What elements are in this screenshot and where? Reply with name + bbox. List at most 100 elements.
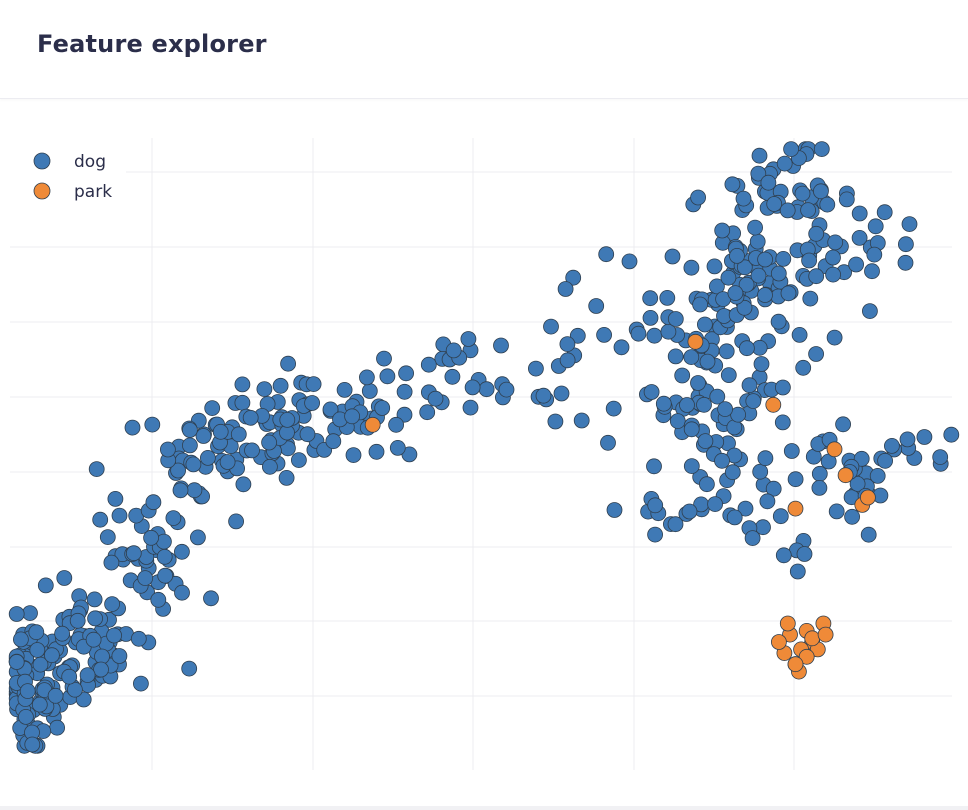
scatter-point-dog[interactable] [49, 719, 65, 736]
scatter-point-park[interactable] [837, 467, 854, 484]
scatter-point-dog[interactable] [774, 414, 791, 431]
scatter-point-dog[interactable] [170, 462, 187, 479]
scatter-point-dog[interactable] [396, 383, 413, 400]
scatter-point-dog[interactable] [866, 246, 883, 263]
scatter-point-park[interactable] [771, 634, 787, 650]
scatter-point-dog[interactable] [543, 318, 559, 335]
scatter-point-dog[interactable] [106, 627, 122, 644]
scatter-point-dog[interactable] [739, 340, 755, 357]
scatter-point-dog[interactable] [783, 141, 799, 157]
scatter-point-dog[interactable] [796, 546, 813, 562]
scatter-point-dog[interactable] [750, 267, 767, 284]
scatter-point-dog[interactable] [718, 343, 735, 360]
scatter-point-dog[interactable] [573, 412, 590, 429]
scatter-point-dog[interactable] [159, 441, 176, 458]
scatter-point-dog[interactable] [445, 342, 462, 359]
scatter-point-dog[interactable] [54, 625, 70, 642]
scatter-point-dog[interactable] [111, 507, 128, 524]
scatter-point-dog[interactable] [699, 353, 716, 370]
scatter-point-dog[interactable] [299, 426, 316, 443]
scatter-point-dog[interactable] [795, 359, 812, 376]
scatter-point-dog[interactable] [819, 196, 836, 213]
scatter-point-dog[interactable] [714, 452, 730, 469]
scatter-point-dog[interactable] [690, 375, 706, 391]
scatter-point-dog[interactable] [770, 265, 787, 282]
scatter-point-dog[interactable] [565, 269, 582, 286]
scatter-point-dog[interactable] [726, 509, 743, 526]
scatter-point-dog[interactable] [235, 476, 252, 493]
scatter-point-dog[interactable] [794, 185, 811, 202]
scatter-point-dog[interactable] [727, 285, 744, 302]
scatter-point-dog[interactable] [92, 511, 109, 528]
scatter-point-dog[interactable] [256, 381, 273, 398]
scatter-point-park[interactable] [798, 648, 815, 665]
scatter-point-dog[interactable] [808, 225, 825, 242]
scatter-point-dog[interactable] [234, 394, 251, 411]
scatter-point-dog[interactable] [79, 667, 96, 683]
scatter-point-dog[interactable] [898, 236, 914, 253]
scatter-point-dog[interactable] [28, 624, 45, 641]
scatter-point-dog[interactable] [851, 205, 868, 222]
scatter-point-dog[interactable] [280, 355, 297, 372]
scatter-point-dog[interactable] [234, 376, 251, 393]
scatter-point-dog[interactable] [860, 526, 877, 543]
scatter-point-dog[interactable] [569, 327, 586, 344]
scatter-point-dog[interactable] [736, 259, 753, 276]
scatter-point-dog[interactable] [916, 429, 933, 445]
scatter-point-dog[interactable] [848, 256, 864, 273]
scatter-point-park[interactable] [817, 626, 834, 643]
scatter-point-dog[interactable] [143, 529, 160, 546]
scatter-point-dog[interactable] [811, 479, 828, 496]
scatter-point-dog[interactable] [181, 660, 198, 677]
scatter-point-dog[interactable] [173, 543, 190, 560]
scatter-point-dog[interactable] [204, 400, 221, 417]
scatter-point-dog[interactable] [720, 367, 737, 384]
scatter-point-dog[interactable] [88, 461, 105, 478]
scatter-point-dog[interactable] [493, 337, 509, 354]
scatter-point-dog[interactable] [779, 202, 796, 219]
scatter-point-dog[interactable] [813, 141, 830, 157]
scatter-point-dog[interactable] [780, 285, 797, 302]
scatter-point-dog[interactable] [943, 426, 960, 443]
scatter-point-dog[interactable] [757, 287, 773, 304]
scatter-point-dog[interactable] [464, 379, 481, 396]
scatter-point-dog[interactable] [800, 202, 816, 218]
scatter-point-dog[interactable] [553, 385, 570, 402]
scatter-point-dog[interactable] [760, 174, 777, 191]
scatter-point-dog[interactable] [884, 437, 900, 454]
scatter-point-dog[interactable] [157, 567, 174, 584]
scatter-point-dog[interactable] [279, 411, 296, 428]
scatter-point-dog[interactable] [683, 349, 700, 366]
scatter-point-dog[interactable] [826, 329, 843, 346]
scatter-point-dog[interactable] [751, 147, 768, 164]
scatter-point-dog[interactable] [130, 630, 147, 647]
scatter-point-dog[interactable] [877, 452, 893, 469]
scatter-point-dog[interactable] [869, 467, 886, 484]
scatter-point-dog[interactable] [37, 577, 54, 594]
scatter-point-dog[interactable] [85, 631, 102, 648]
scatter-point-dog[interactable] [596, 326, 612, 343]
scatter-point-dog[interactable] [230, 426, 247, 443]
scatter-point-dog[interactable] [811, 465, 828, 482]
scatter-point-dog[interactable] [462, 399, 479, 416]
scatter-point-dog[interactable] [132, 675, 149, 692]
scatter-point-dog[interactable] [646, 458, 662, 475]
scatter-point-dog[interactable] [278, 469, 295, 486]
scatter-point-park[interactable] [765, 396, 782, 413]
scatter-point-dog[interactable] [325, 433, 342, 450]
scatter-point-dog[interactable] [706, 258, 723, 275]
scatter-point-park[interactable] [804, 630, 821, 647]
scatter-point-dog[interactable] [667, 516, 684, 533]
scatter-point-dog[interactable] [664, 248, 681, 265]
scatter-point-dog[interactable] [901, 216, 918, 232]
scatter-point-dog[interactable] [398, 365, 415, 382]
scatter-point-dog[interactable] [775, 379, 791, 396]
scatter-point-dog[interactable] [185, 456, 202, 473]
legend-item-park[interactable]: park [33, 182, 112, 202]
scatter-point-dog[interactable] [150, 591, 167, 608]
scatter-point-dog[interactable] [787, 471, 804, 488]
scatter-point-dog[interactable] [844, 508, 860, 525]
scatter-point-dog[interactable] [419, 404, 436, 421]
scatter-point-dog[interactable] [932, 449, 949, 466]
scatter-point-dog[interactable] [738, 276, 755, 293]
